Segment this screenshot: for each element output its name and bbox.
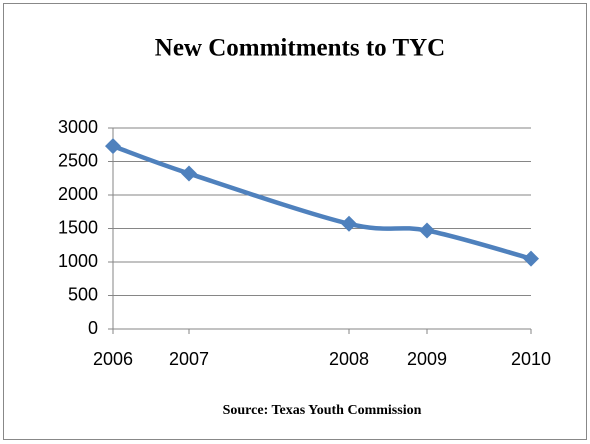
y-tick-label: 1000 (58, 251, 98, 271)
y-tick-label: 1500 (58, 217, 98, 237)
data-point (105, 138, 121, 155)
x-tick-label: 2008 (329, 349, 369, 369)
y-tick-label: 500 (68, 284, 98, 304)
y-tick-label: 3000 (58, 117, 98, 137)
x-tick-label: 2006 (93, 349, 133, 369)
source-note: Source: Texas Youth Commission (223, 403, 422, 418)
data-point (341, 215, 357, 232)
data-point (523, 250, 539, 267)
x-tick-label: 2009 (407, 349, 447, 369)
data-point (419, 222, 435, 239)
y-tick-label: 2500 (58, 150, 98, 170)
x-tick-label: 2007 (169, 349, 209, 369)
chart-frame (3, 3, 587, 440)
x-tick-label: 2010 (511, 349, 551, 369)
data-point (181, 165, 197, 182)
y-tick-label: 2000 (58, 184, 98, 204)
chart-title: New Commitments to TYC (155, 35, 445, 62)
y-tick-label: 0 (88, 318, 98, 338)
